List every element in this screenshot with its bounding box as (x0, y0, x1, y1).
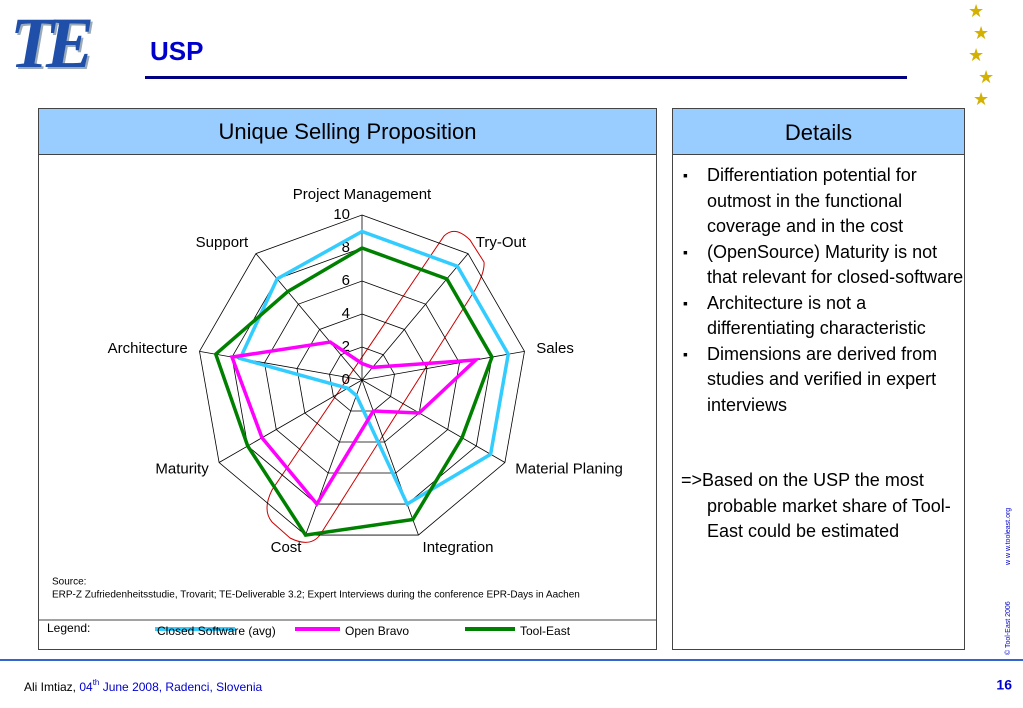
spoke (305, 379, 363, 536)
series-line (213, 246, 494, 537)
r-tick-label: 6 (342, 272, 350, 289)
axis-label: Cost (271, 539, 303, 556)
r-tick-label: 0 (342, 371, 350, 388)
spoke (218, 379, 363, 463)
bullet: Dimensions are derived from studies and … (683, 342, 964, 419)
axis-label: Integration (423, 539, 494, 556)
copyright: © Tool-East 2006 (1004, 601, 1012, 655)
grid-ring (296, 313, 428, 443)
legend-label: Closed Software (avg) (157, 624, 276, 638)
author: Ali Imtiaz, (24, 680, 79, 694)
grid-ring (264, 280, 460, 474)
r-tick-label: 8 (342, 239, 350, 256)
spoke (361, 350, 525, 381)
date-suffix: th (93, 678, 100, 687)
usp-box: Unique Selling Proposition (38, 108, 657, 650)
legend-title: Legend: (47, 621, 90, 635)
bullet: Differentiation potential for outmost in… (683, 163, 964, 240)
footer: Ali Imtiaz, 04th June 2008, Radenci, Slo… (24, 678, 262, 694)
title-rule (145, 76, 907, 79)
bullet: (OpenSource) Maturity is not that releva… (683, 240, 964, 291)
spoke (361, 253, 469, 381)
axis-label: Maturity (155, 460, 209, 477)
spoke (361, 379, 506, 463)
highlight-outline (266, 230, 485, 543)
details-header: Details (673, 109, 964, 155)
spoke (255, 253, 363, 381)
axis-label: Material Planing (515, 460, 623, 477)
bullet: Architecture is not a differentiating ch… (683, 291, 964, 342)
axis-label: Architecture (108, 340, 188, 357)
axis-label: Support (196, 234, 249, 251)
axis-label: Sales (536, 340, 574, 357)
date-rest: June 2008, Radenci, Slovenia (99, 680, 262, 694)
axis-label: Try-Out (476, 234, 527, 251)
series-line (229, 340, 481, 508)
r-tick-label: 10 (333, 206, 350, 223)
spoke (199, 350, 363, 381)
grid-ring (199, 214, 525, 536)
date-day: 04 (79, 680, 93, 694)
legend-label: Tool-East (520, 624, 571, 638)
logo: TE (10, 3, 94, 83)
usp-header: Unique Selling Proposition (39, 109, 656, 155)
legend-label: Open Bravo (345, 624, 409, 638)
stars: ★ ★ ★ ★ ★ (968, 1, 995, 109)
source-label: Source: (52, 577, 86, 588)
axis-label: Project Management (293, 186, 432, 203)
r-tick-label: 4 (342, 305, 350, 322)
slide-title: USP (150, 36, 204, 66)
details-box: Details Differentiation potential for ou… (672, 108, 965, 650)
bullet-list: Differentiation potential for outmost in… (673, 163, 964, 418)
r-tick-label: 2 (342, 338, 350, 355)
url: w w w.tooleast.org (1005, 508, 1012, 566)
source-text: ERP-Z Zufriedenheitsstudie, Trovarit; TE… (52, 590, 580, 601)
page-number: 16 (996, 677, 1012, 693)
spoke (361, 379, 419, 536)
conclusion: =>Based on the USP the most probable mar… (681, 470, 951, 541)
